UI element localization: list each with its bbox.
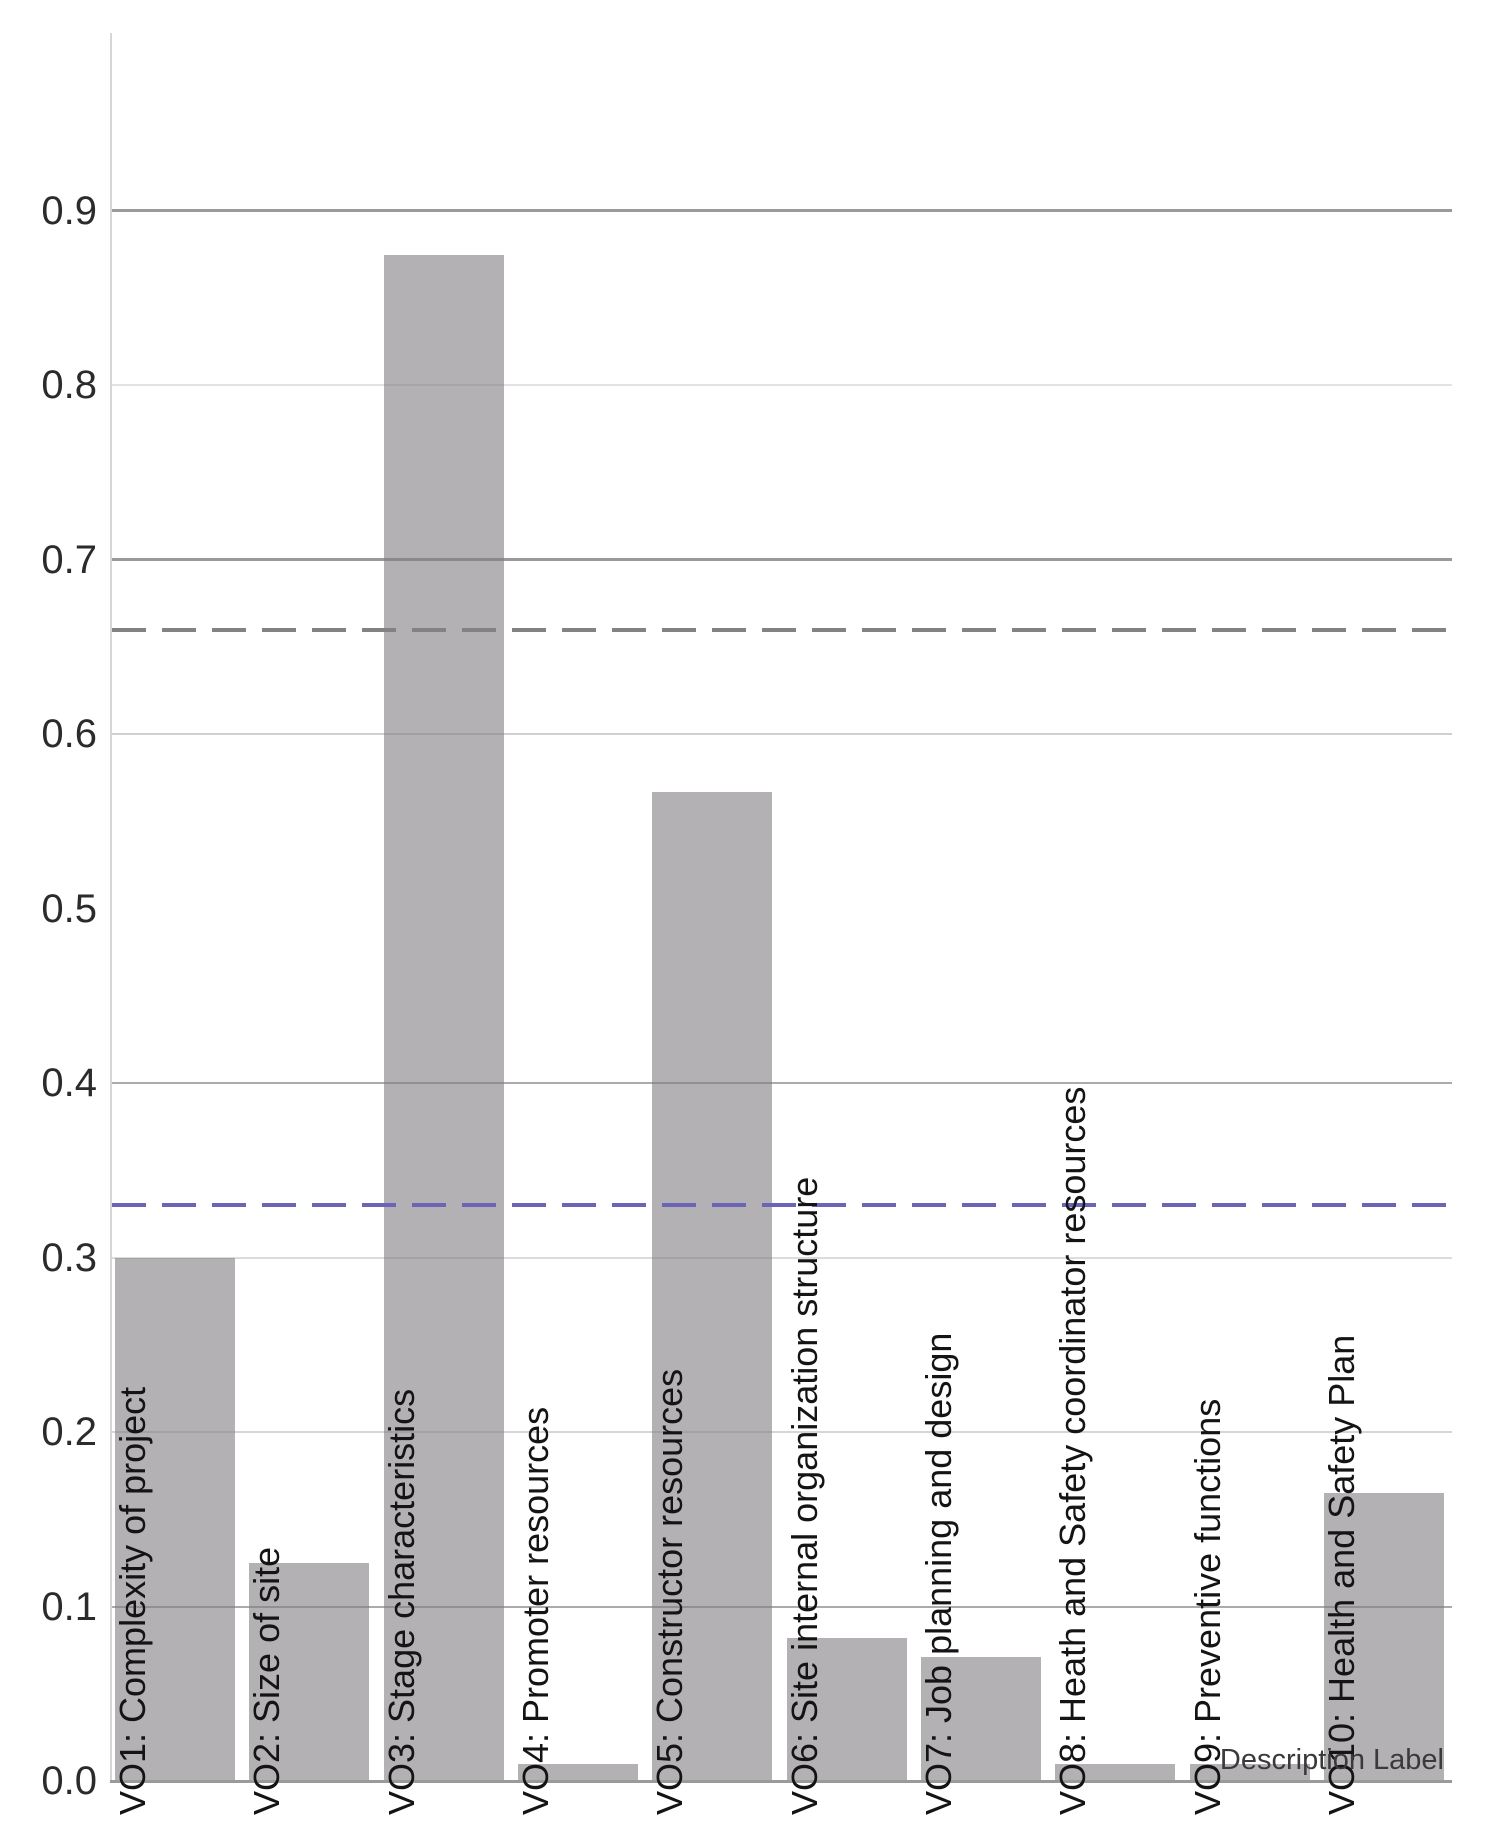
y-tick-label: 0.0	[41, 1759, 97, 1803]
gridline	[112, 1431, 1452, 1433]
bar-label: VO3: Stage characteristics	[381, 1388, 422, 1815]
bar	[1324, 1493, 1444, 1781]
bar	[921, 1657, 1041, 1781]
bar-label: VO7: Job planning and design	[918, 1332, 959, 1815]
bar	[1055, 1764, 1175, 1781]
bar-label: VO8: Heath and Safety coordinator resour…	[1052, 1086, 1093, 1815]
reference-line-lower-threshold	[112, 1203, 1452, 1207]
bar-label: VO6: Site internal organization structur…	[784, 1176, 825, 1815]
y-axis-line	[110, 33, 112, 1783]
bar	[518, 1764, 638, 1781]
bar	[384, 255, 504, 1781]
bar-label: VO2: Size of site	[246, 1546, 287, 1815]
bar	[652, 792, 772, 1781]
gridline	[112, 733, 1452, 735]
gridline	[112, 1606, 1452, 1608]
y-tick-label: 0.5	[41, 887, 97, 931]
gridline	[112, 1257, 1452, 1259]
bar-label: VO5: Constructor resources	[649, 1368, 690, 1815]
bar	[787, 1638, 907, 1781]
y-tick-label: 0.7	[41, 538, 97, 582]
plot-area: VO1: Complexity of project VO2: Size of s…	[110, 33, 1452, 1815]
gridline	[112, 558, 1452, 561]
bar	[1190, 1764, 1310, 1781]
bar	[249, 1563, 369, 1781]
y-tick-label: 0.4	[41, 1061, 97, 1105]
y-tick-label: 0.9	[41, 189, 97, 233]
x-axis-line	[110, 1780, 1452, 1783]
gridline	[112, 384, 1452, 386]
y-tick-label: 0.8	[41, 363, 97, 407]
bar-label: VO4: Promoter resources	[515, 1406, 556, 1815]
y-tick-label: 0.3	[41, 1236, 97, 1280]
x-axis-title: Description Label	[1219, 1744, 1444, 1776]
gridline	[112, 1082, 1452, 1084]
y-tick-label: 0.2	[41, 1410, 97, 1454]
y-tick-label: 0.6	[41, 712, 97, 756]
gridline	[112, 209, 1452, 212]
bar	[115, 1258, 235, 1781]
reference-line-upper-threshold	[112, 628, 1452, 632]
bar-label: VO10: Health and Safety Plan	[1321, 1334, 1362, 1815]
y-tick-label: 0.1	[41, 1585, 97, 1629]
bar-label: VO1: Complexity of project	[112, 1386, 153, 1815]
